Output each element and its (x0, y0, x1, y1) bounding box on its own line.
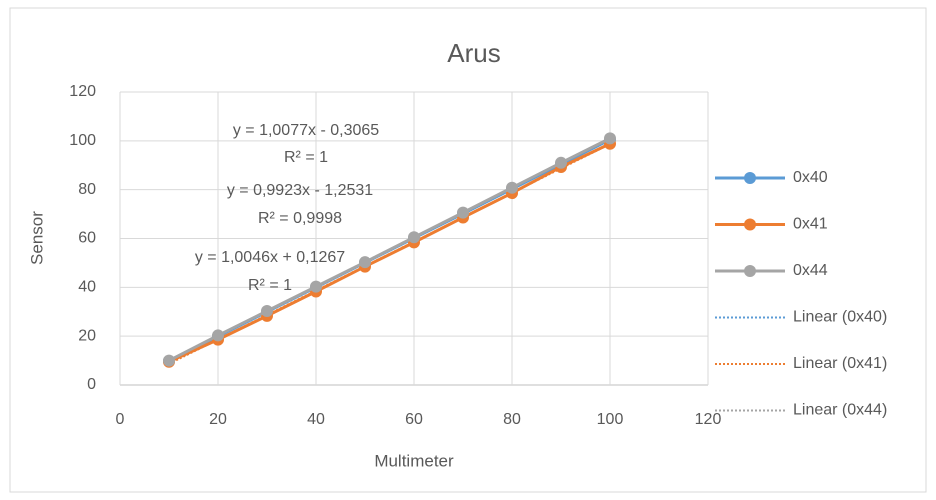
y-tick-label: 100 (69, 132, 96, 149)
x-tick-label: 100 (597, 411, 624, 428)
y-tick-label: 80 (78, 181, 96, 198)
marker (555, 156, 567, 169)
legend-label: 0x40 (793, 169, 828, 186)
annotation: y = 1,0077x - 0,3065 (233, 122, 379, 139)
x-tick-label: 120 (695, 411, 722, 428)
series-line (168, 142, 611, 364)
annotation: R² = 0,9998 (258, 210, 342, 227)
series-line (168, 137, 611, 362)
x-tick-label: 60 (405, 411, 423, 428)
annotation: y = 1,0046x + 0,1267 (195, 249, 345, 266)
y-tick-label: 0 (87, 376, 96, 393)
annotation: R² = 1 (284, 149, 328, 166)
marker (604, 132, 616, 145)
legend-marker (744, 218, 756, 231)
x-tick-label: 80 (503, 411, 521, 428)
legend-label: 0x44 (793, 262, 828, 279)
marker (212, 329, 224, 342)
marker (506, 181, 518, 194)
legend-label: Linear (0x41) (793, 355, 887, 372)
legend-marker (744, 265, 756, 277)
marker (310, 280, 322, 293)
marker (359, 256, 371, 269)
x-tick-label: 0 (116, 411, 125, 428)
legend-label: Linear (0x40) (793, 309, 887, 326)
annotation: y = 0,9923x - 1,2531 (227, 182, 373, 199)
x-tick-label: 20 (209, 411, 227, 428)
marker (261, 305, 273, 318)
marker (457, 206, 469, 219)
y-axis-label: Sensor (27, 211, 46, 265)
x-axis-label: Multimeter (374, 451, 454, 470)
legend-marker (744, 172, 756, 184)
legend-label: 0x41 (793, 216, 828, 233)
annotation: R² = 1 (248, 277, 292, 294)
y-tick-label: 120 (69, 83, 96, 100)
chart-border (9, 7, 927, 493)
chart-title: Arus (447, 38, 500, 68)
marker (163, 354, 175, 367)
x-tick-label: 40 (307, 411, 325, 428)
legend-label: Linear (0x44) (793, 402, 887, 419)
y-tick-label: 60 (78, 230, 96, 247)
y-tick-label: 40 (78, 279, 96, 296)
marker (408, 231, 420, 244)
y-tick-label: 20 (78, 327, 96, 344)
